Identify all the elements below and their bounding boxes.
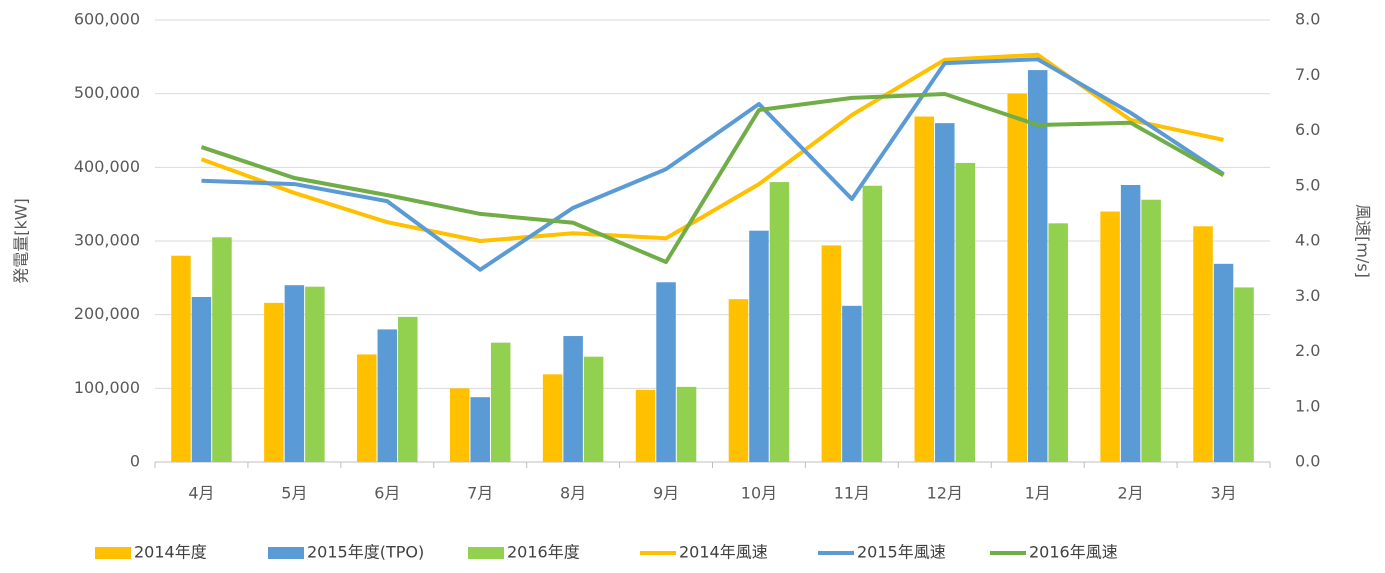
y2-tick-label: 2.0 [1295, 341, 1320, 360]
bar [191, 296, 212, 462]
bar [676, 386, 697, 462]
legend-label: 2016年風速 [1029, 543, 1118, 562]
line [201, 57, 1225, 272]
bar [470, 397, 490, 462]
bar [1213, 263, 1234, 462]
legend-swatch [268, 547, 304, 559]
bar [357, 354, 377, 462]
y2-tick-label: 8.0 [1295, 10, 1320, 29]
legend-label: 2015年度(TPO) [307, 543, 424, 562]
bar [490, 342, 511, 462]
bar [842, 305, 862, 462]
x-tick-label: 12月 [927, 484, 963, 503]
x-tick-label: 10月 [741, 484, 777, 503]
bar [264, 302, 284, 462]
bar [563, 336, 583, 462]
bar [635, 389, 656, 462]
x-tick-label: 8月 [560, 484, 586, 503]
x-tick-label: 6月 [374, 484, 400, 503]
line [200, 92, 1225, 264]
y-tick-label: 200,000 [74, 304, 140, 323]
y2-tick-label: 4.0 [1295, 231, 1320, 250]
x-tick-label: 9月 [653, 484, 679, 503]
y2-axis-label: 風速[m/s] [1354, 204, 1373, 278]
y2-tick-label: 0.0 [1295, 452, 1320, 471]
bar [212, 237, 232, 462]
y2-tick-label: 1.0 [1295, 396, 1320, 415]
bar [1141, 199, 1161, 462]
bar [1234, 287, 1254, 462]
legend-label: 2014年度 [134, 543, 207, 562]
bar [656, 282, 676, 462]
legend-label: 2014年風速 [679, 543, 768, 562]
x-tick-label: 1月 [1025, 484, 1051, 503]
bar [749, 230, 769, 462]
y-tick-label: 600,000 [74, 10, 140, 29]
y-axis-label: 発電量[kW] [12, 198, 31, 284]
x-tick-label: 3月 [1210, 484, 1236, 503]
bar [1120, 185, 1141, 462]
y-tick-label: 0 [130, 452, 140, 471]
x-tick-label: 2月 [1118, 484, 1144, 503]
bar [914, 116, 935, 463]
y-tick-label: 300,000 [74, 231, 140, 250]
y2-tick-label: 5.0 [1295, 175, 1320, 194]
bar [1027, 70, 1048, 463]
x-tick-label: 11月 [834, 484, 870, 503]
bar [1193, 226, 1213, 462]
bar [769, 182, 790, 463]
y-tick-label: 100,000 [74, 378, 140, 397]
bar [1100, 211, 1120, 462]
y-tick-label: 400,000 [74, 157, 140, 176]
bar [284, 285, 305, 462]
line [200, 52, 1224, 243]
y2-tick-label: 3.0 [1295, 286, 1320, 305]
y2-tick-label: 7.0 [1295, 65, 1320, 84]
bar [583, 356, 604, 462]
bar [171, 255, 191, 462]
bar [1048, 223, 1068, 462]
bar [1007, 93, 1027, 463]
bar [862, 185, 883, 462]
bar [377, 329, 398, 462]
bar [449, 388, 470, 462]
y-tick-label: 500,000 [74, 83, 140, 102]
legend-swatch [95, 547, 131, 559]
bar [935, 123, 955, 462]
x-tick-label: 7月 [467, 484, 493, 503]
bar [305, 286, 325, 462]
x-tick-label: 4月 [188, 484, 214, 503]
legend-swatch [468, 547, 504, 559]
legend-label: 2016年度 [507, 543, 580, 562]
legend-label: 2015年風速 [857, 543, 946, 562]
bar [821, 245, 842, 462]
bar [398, 316, 418, 462]
bar [542, 374, 563, 462]
bar [728, 299, 749, 462]
x-tick-label: 5月 [281, 484, 307, 503]
y2-tick-label: 6.0 [1295, 120, 1320, 139]
bar [955, 162, 976, 462]
